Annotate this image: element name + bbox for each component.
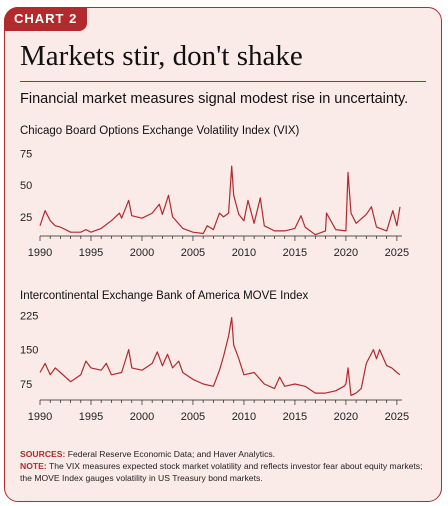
- move-x-tick-label: 2020: [334, 411, 358, 423]
- note-label: NOTE:: [20, 461, 47, 471]
- move-x-tick-label: 1995: [79, 411, 103, 423]
- chart-title: Markets stir, don't shake: [20, 40, 303, 72]
- move-series-line: [39, 317, 401, 396]
- move-y-tick-label: 75: [20, 379, 32, 391]
- move-panel: Intercontinental Exchange Bank of Americ…: [20, 290, 409, 423]
- method-note: NOTE: The VIX measures expected stock ma…: [20, 460, 432, 484]
- chart-card: [4, 7, 442, 502]
- move-x-tick-label: 2005: [181, 411, 205, 423]
- vix-x-tick-label: 2015: [283, 247, 307, 259]
- move-x-tick-label: 2010: [232, 411, 256, 423]
- vix-y-tick-label: 75: [20, 148, 32, 160]
- vix-y-tick-label: 50: [20, 180, 32, 192]
- move-x-tick-label: 2015: [283, 411, 307, 423]
- chart-subtitle: Financial market measures signal modest …: [20, 91, 409, 107]
- move-y-tick-label: 225: [20, 310, 38, 322]
- sources-note: SOURCES: Federal Reserve Economic Data; …: [20, 448, 432, 460]
- vix-x-tick-label: 1995: [79, 247, 103, 259]
- vix-panel-title: Chicago Board Options Exchange Volatilit…: [20, 125, 300, 137]
- vix-x-tick-label: 2025: [385, 247, 409, 259]
- title-divider: [20, 81, 426, 82]
- chart-badge: CHART 2: [4, 7, 88, 31]
- sources-text: Federal Reserve Economic Data; and Haver…: [65, 449, 276, 459]
- vix-x-tick-label: 2000: [130, 247, 154, 259]
- sources-label: SOURCES:: [20, 449, 66, 459]
- footnotes: SOURCES: Federal Reserve Economic Data; …: [20, 448, 432, 484]
- move-x-tick-label: 2025: [385, 411, 409, 423]
- vix-x-tick-label: 2020: [334, 247, 358, 259]
- move-y-tick-label: 150: [20, 345, 38, 357]
- move-panel-title: Intercontinental Exchange Bank of Americ…: [20, 290, 309, 302]
- move-x-tick-label: 1990: [28, 411, 52, 423]
- vix-series-line: [39, 165, 401, 236]
- move-x-tick-label: 2000: [130, 411, 154, 423]
- vix-x-tick-label: 1990: [28, 247, 52, 259]
- vix-panel: Chicago Board Options Exchange Volatilit…: [20, 125, 409, 259]
- vix-x-tick-label: 2005: [181, 247, 205, 259]
- note-text: The VIX measures expected stock market v…: [20, 461, 423, 483]
- vix-y-tick-label: 25: [20, 212, 32, 224]
- vix-x-tick-label: 2010: [232, 247, 256, 259]
